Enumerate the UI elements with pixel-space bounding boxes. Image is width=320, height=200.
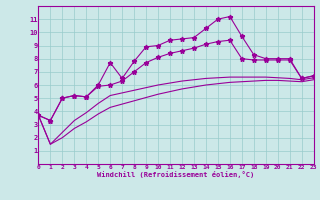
X-axis label: Windchill (Refroidissement éolien,°C): Windchill (Refroidissement éolien,°C) bbox=[97, 171, 255, 178]
